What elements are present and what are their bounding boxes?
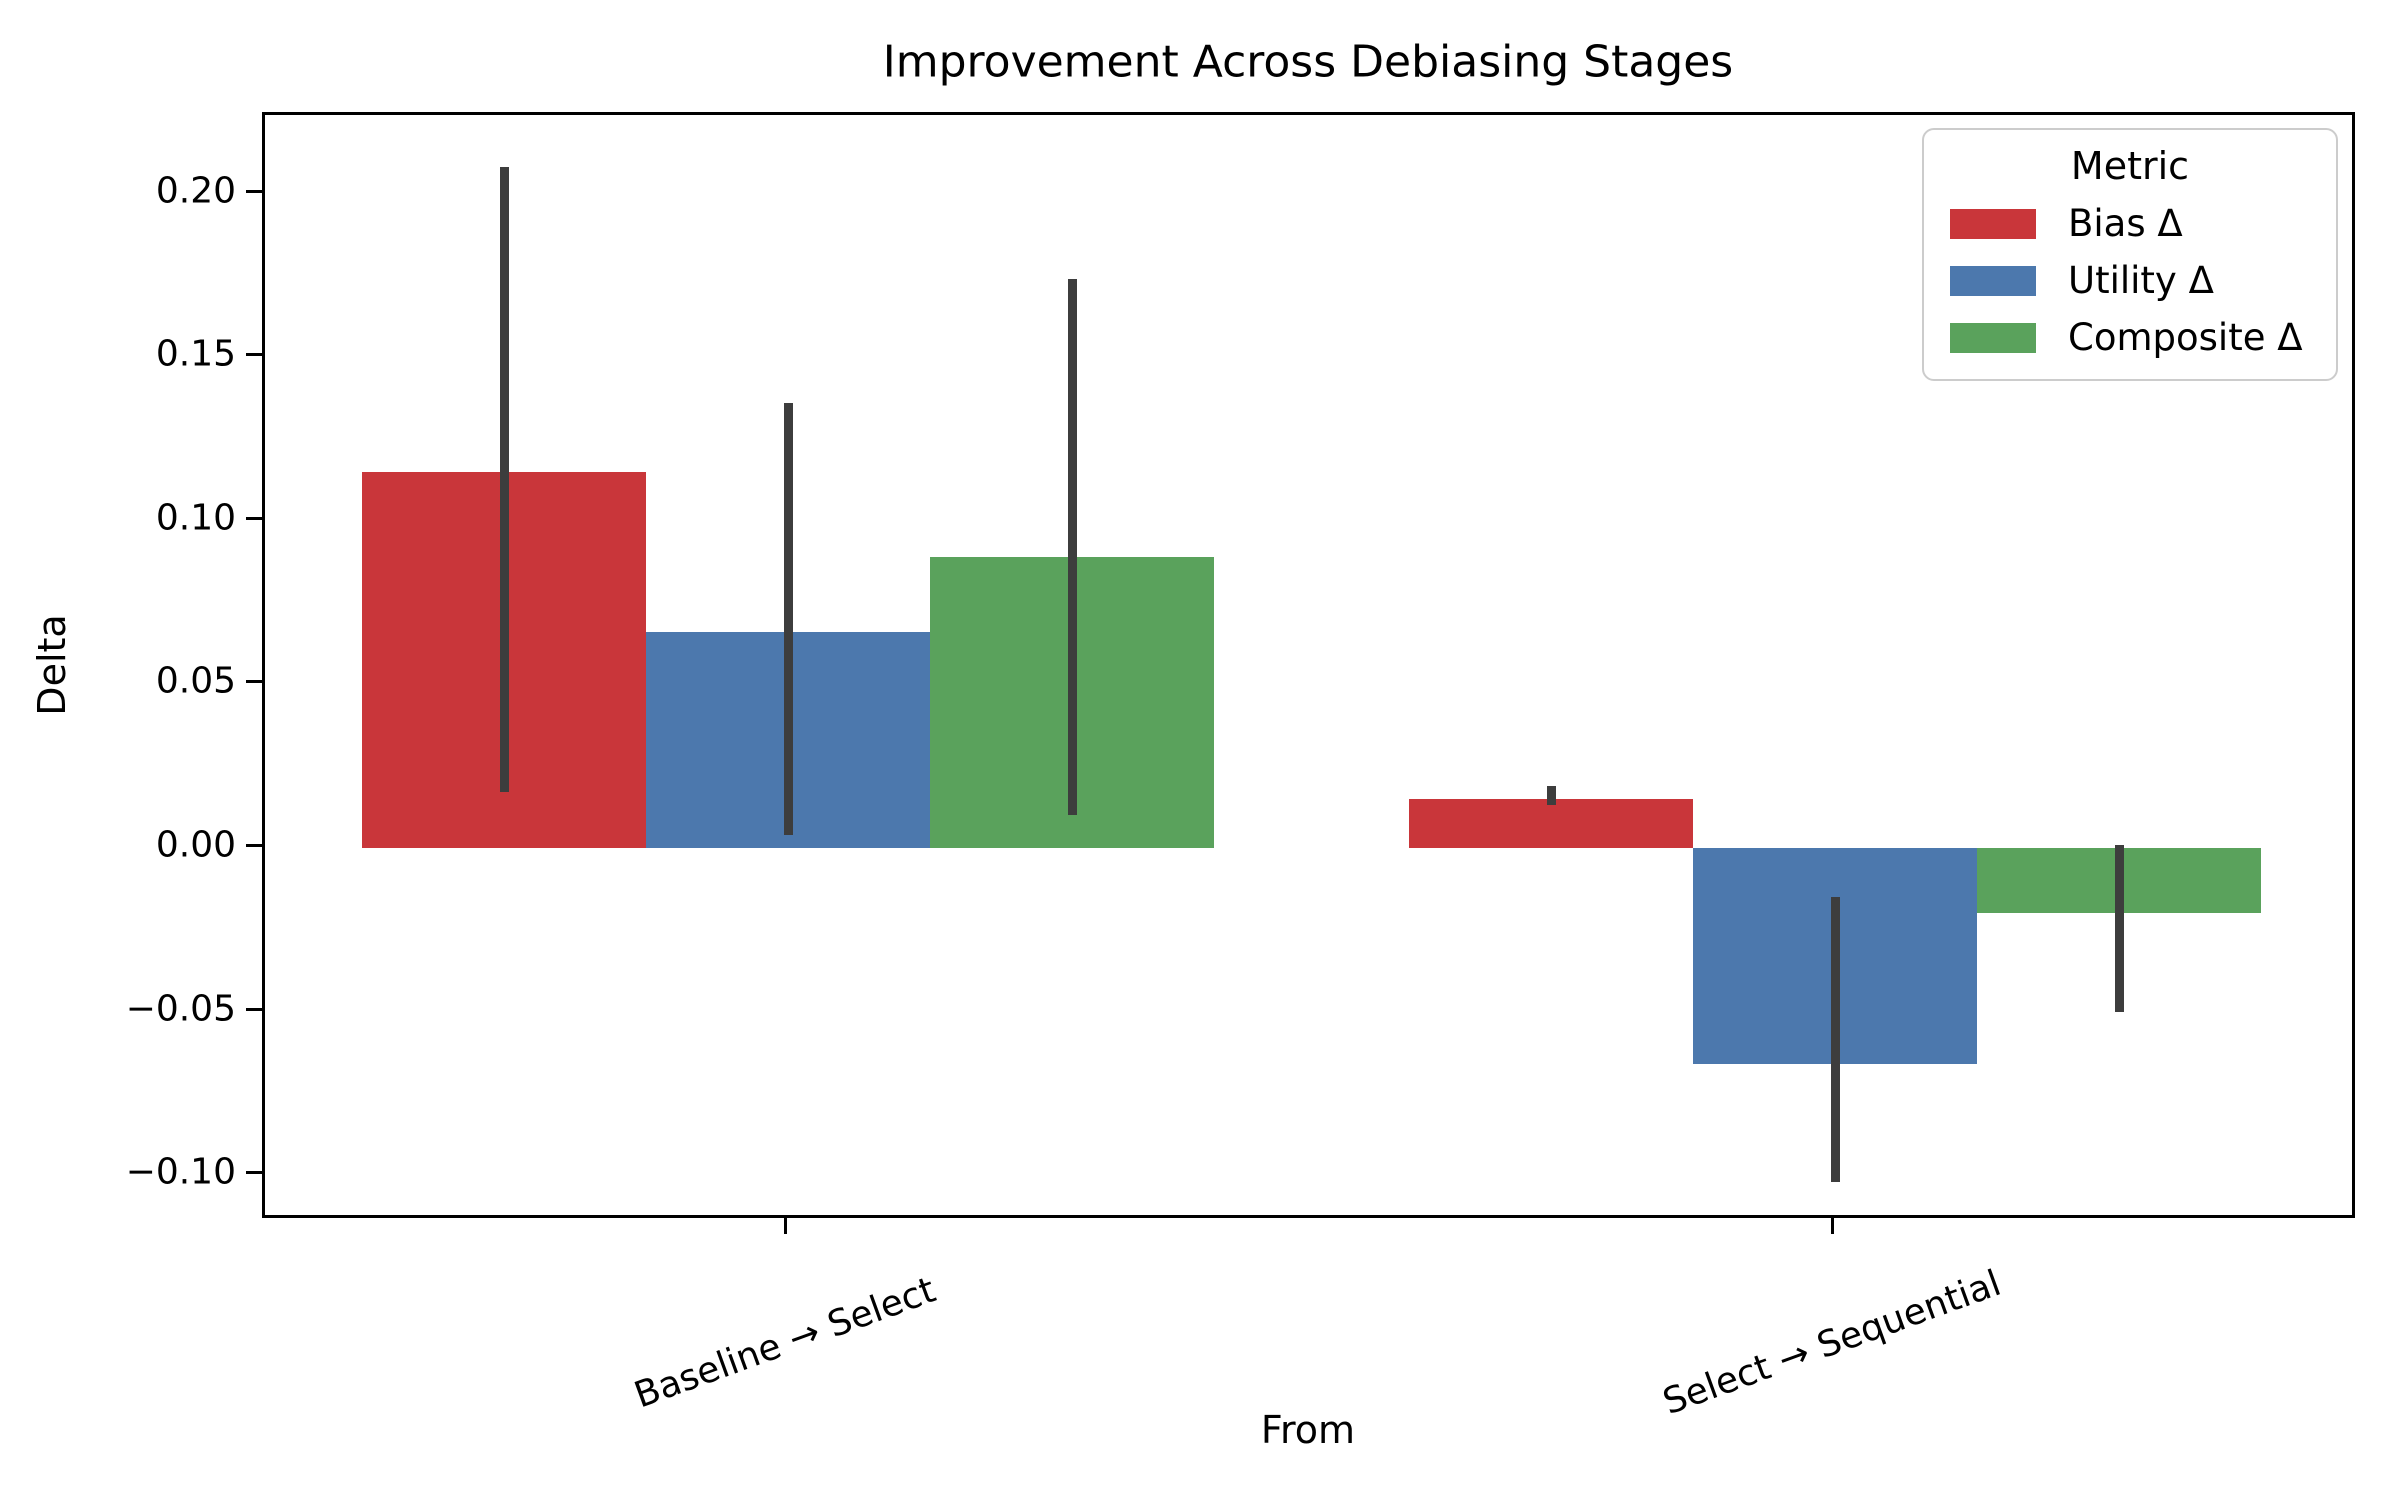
y-tick-label: 0.20 xyxy=(155,170,236,212)
bar-Bias-Δ-cat1 xyxy=(1409,799,1693,848)
x-axis-label: From xyxy=(1260,1408,1356,1452)
legend-item-1: Utility Δ xyxy=(1950,259,2310,302)
x-tick-mark xyxy=(1830,1218,1834,1234)
error-bar-Utility-Δ-cat0 xyxy=(783,403,793,835)
chart-title: Improvement Across Debiasing Stages xyxy=(882,36,1734,88)
y-tick-label: 0.15 xyxy=(155,333,236,375)
y-tick-mark xyxy=(246,1170,262,1174)
y-tick-label: −0.05 xyxy=(125,988,236,1030)
legend-label: Bias Δ xyxy=(2068,202,2183,245)
error-bar-Composite-Δ-cat0 xyxy=(1067,279,1077,815)
y-tick-mark xyxy=(246,679,262,683)
y-axis-label: Delta xyxy=(30,614,74,716)
y-tick-label: 0.05 xyxy=(155,660,236,702)
legend-label: Composite Δ xyxy=(2068,316,2303,359)
x-tick-label-cat0: Baseline → Select xyxy=(629,1269,941,1417)
legend-title: Metric xyxy=(2070,144,2190,188)
y-tick-mark xyxy=(246,516,262,520)
y-tick-label: 0.10 xyxy=(155,497,236,539)
error-bar-Bias-Δ-cat0 xyxy=(499,167,509,792)
y-tick-mark xyxy=(246,352,262,356)
y-tick-mark xyxy=(246,843,262,847)
y-tick-mark xyxy=(246,189,262,193)
legend: Metric Bias Δ Utility Δ Composite Δ xyxy=(1922,128,2338,381)
y-tick-label: −0.10 xyxy=(125,1151,236,1193)
legend-label: Utility Δ xyxy=(2068,259,2214,302)
x-tick-mark xyxy=(783,1218,787,1234)
error-bar-Composite-Δ-cat1 xyxy=(2114,845,2124,1012)
legend-swatch-icon xyxy=(1950,322,2036,353)
error-bar-Bias-Δ-cat1 xyxy=(1546,786,1556,805)
y-tick-label: 0.00 xyxy=(155,824,236,866)
error-bar-Utility-Δ-cat1 xyxy=(1830,897,1840,1182)
legend-items: Bias Δ Utility Δ Composite Δ xyxy=(1950,202,2310,359)
x-tick-label-cat1: Select → Sequential xyxy=(1657,1262,2007,1424)
legend-item-2: Composite Δ xyxy=(1950,316,2310,359)
y-tick-mark xyxy=(246,1007,262,1011)
legend-swatch-icon xyxy=(1950,265,2036,296)
legend-swatch-icon xyxy=(1950,208,2036,239)
legend-item-0: Bias Δ xyxy=(1950,202,2310,245)
